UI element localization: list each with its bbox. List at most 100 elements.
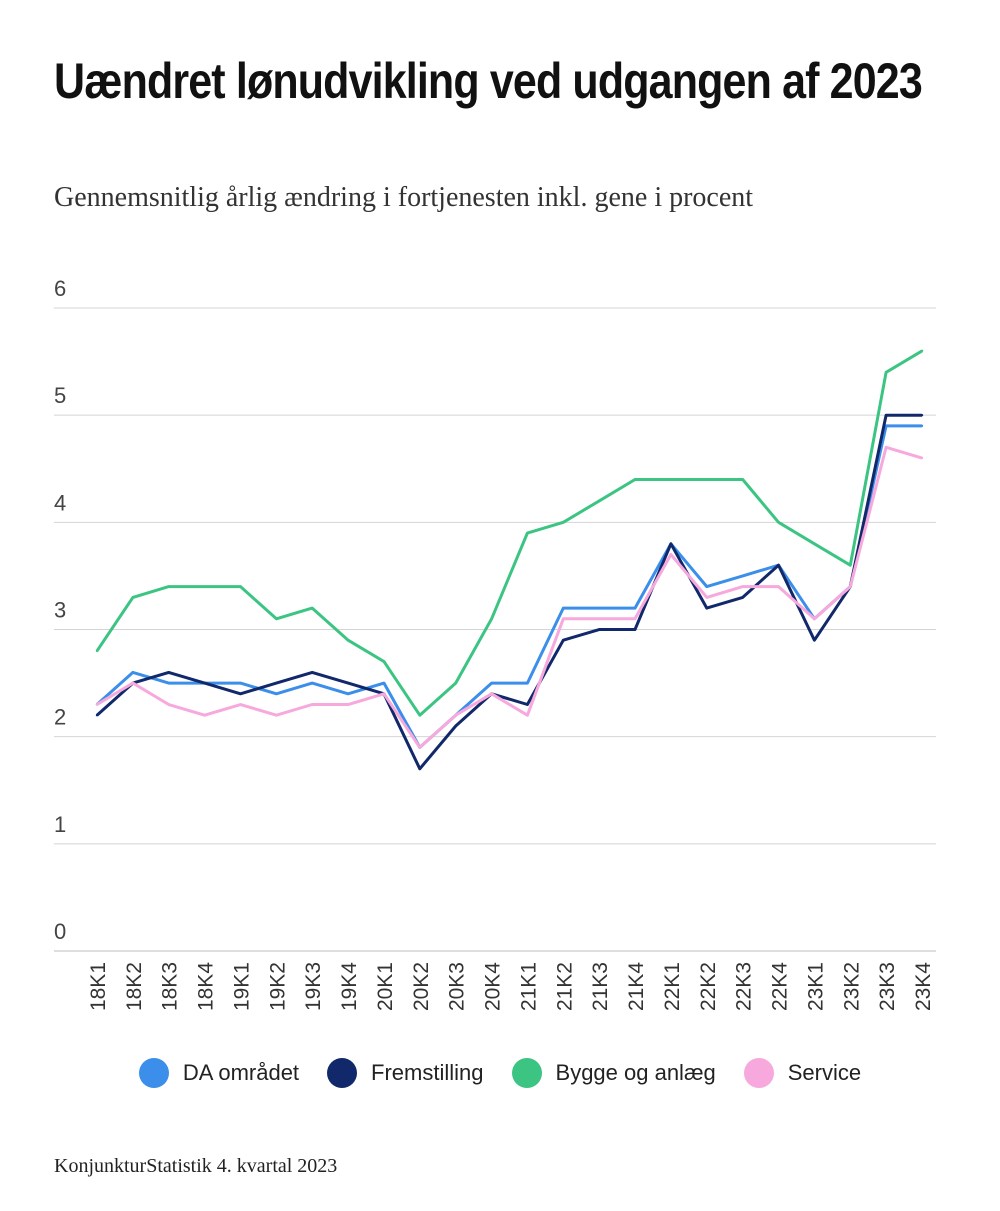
series-line-service xyxy=(96,445,923,749)
data-point xyxy=(813,639,816,642)
data-point xyxy=(454,714,457,717)
x-tick-label: 18K3 xyxy=(159,962,182,1011)
x-tick-label: 18K2 xyxy=(123,962,146,1011)
data-point xyxy=(311,671,314,674)
data-point xyxy=(346,703,350,706)
data-point xyxy=(275,714,278,717)
y-axis-ticks: 0 1 2 3 4 5 6 xyxy=(54,276,66,944)
y-tick-label: 5 xyxy=(54,383,66,408)
y-tick-label: 2 xyxy=(54,705,66,730)
data-point xyxy=(633,478,637,481)
data-point xyxy=(346,639,350,642)
data-point xyxy=(203,585,206,588)
x-tick-label: 23K1 xyxy=(804,962,827,1011)
data-point xyxy=(418,767,422,771)
data-point xyxy=(562,606,565,610)
x-tick-label: 18K1 xyxy=(87,962,110,1011)
legend-label: DA området xyxy=(182,1060,300,1085)
x-tick-label: 19K1 xyxy=(230,962,253,1011)
y-tick-label: 3 xyxy=(54,598,66,623)
data-point xyxy=(311,606,314,610)
data-point xyxy=(884,371,888,374)
legend-swatch xyxy=(743,1058,774,1088)
data-point xyxy=(311,681,314,685)
data-point xyxy=(239,703,242,706)
data-point xyxy=(239,585,242,588)
data-point xyxy=(849,564,852,567)
data-point xyxy=(741,585,744,588)
legend-item[interactable]: Bygge og anlæg xyxy=(511,1058,716,1088)
x-tick-label: 20K3 xyxy=(446,962,469,1011)
data-point xyxy=(920,413,924,417)
data-point xyxy=(597,617,601,620)
data-point xyxy=(633,606,637,610)
data-point xyxy=(418,714,422,717)
data-point xyxy=(741,478,744,481)
data-point xyxy=(777,564,780,567)
x-tick-label: 20K4 xyxy=(482,962,505,1011)
source-footer: KonjunkturStatistik 4. kvartal 2023 xyxy=(54,1155,338,1177)
data-point xyxy=(382,660,386,663)
legend-item[interactable]: Fremstilling xyxy=(327,1058,484,1088)
legend-label: Bygge og anlæg xyxy=(555,1060,716,1085)
data-point xyxy=(95,714,99,717)
data-point xyxy=(705,606,708,610)
data-point xyxy=(705,585,708,588)
data-point xyxy=(167,703,170,706)
series-line-bygge-og-anlæg xyxy=(95,349,923,717)
data-point xyxy=(741,574,744,578)
data-point xyxy=(741,596,744,599)
chart-title: Uændret lønudvikling ved udgangen af 202… xyxy=(54,53,923,109)
chart-subtitle: Gennemsnitlig årlig ændring i fortjenest… xyxy=(54,182,754,213)
y-tick-label: 4 xyxy=(54,490,66,515)
x-tick-label: 21K1 xyxy=(517,962,540,1011)
data-point xyxy=(346,681,350,685)
data-point xyxy=(777,585,780,588)
x-tick-label: 22K4 xyxy=(769,962,792,1011)
data-point xyxy=(777,521,780,524)
data-point xyxy=(526,714,529,717)
data-point xyxy=(239,692,242,695)
data-point xyxy=(597,499,601,503)
data-point xyxy=(167,585,170,588)
x-tick-label: 20K1 xyxy=(374,962,397,1011)
x-tick-label: 22K3 xyxy=(733,962,756,1011)
chart-legend: DA området Fremstilling Bygge og anlæg Serv… xyxy=(0,1058,1000,1088)
legend-label: Fremstilling xyxy=(371,1060,484,1085)
data-point xyxy=(849,585,852,588)
x-tick-label: 18K4 xyxy=(195,962,218,1011)
data-point xyxy=(669,478,673,481)
data-point xyxy=(633,628,637,631)
data-point xyxy=(203,714,206,717)
data-point xyxy=(490,617,493,620)
x-axis-ticks: 18K1 18K2 18K3 18K4 19K1 19K2 19K3 19K4 20K1 20K2… xyxy=(87,962,935,1011)
data-point xyxy=(346,692,350,695)
x-tick-label: 21K2 xyxy=(553,962,576,1011)
data-point xyxy=(239,681,242,685)
x-tick-label: 22K1 xyxy=(661,962,684,1011)
series-lines xyxy=(95,349,924,771)
x-tick-label: 22K2 xyxy=(697,962,720,1011)
data-point xyxy=(813,617,816,620)
x-tick-label: 19K3 xyxy=(302,962,325,1011)
data-point xyxy=(95,703,99,706)
legend-item[interactable]: DA området xyxy=(138,1058,300,1088)
data-point xyxy=(597,628,601,631)
data-point xyxy=(490,681,493,685)
data-point xyxy=(490,692,493,695)
x-tick-label: 19K2 xyxy=(266,962,289,1011)
data-point xyxy=(669,542,673,545)
data-point xyxy=(311,703,314,706)
x-tick-label: 19K4 xyxy=(338,962,361,1011)
x-tick-label: 21K3 xyxy=(589,962,612,1011)
x-tick-label: 23K3 xyxy=(876,962,899,1011)
data-point xyxy=(633,617,637,620)
data-point xyxy=(275,692,278,695)
data-point xyxy=(920,424,924,428)
legend-item[interactable]: Service xyxy=(743,1058,861,1088)
grid-lines xyxy=(54,307,936,952)
x-tick-label: 23K4 xyxy=(912,962,935,1011)
data-point xyxy=(884,446,888,449)
data-point xyxy=(669,553,673,556)
series-line-fremstilling xyxy=(96,413,922,771)
